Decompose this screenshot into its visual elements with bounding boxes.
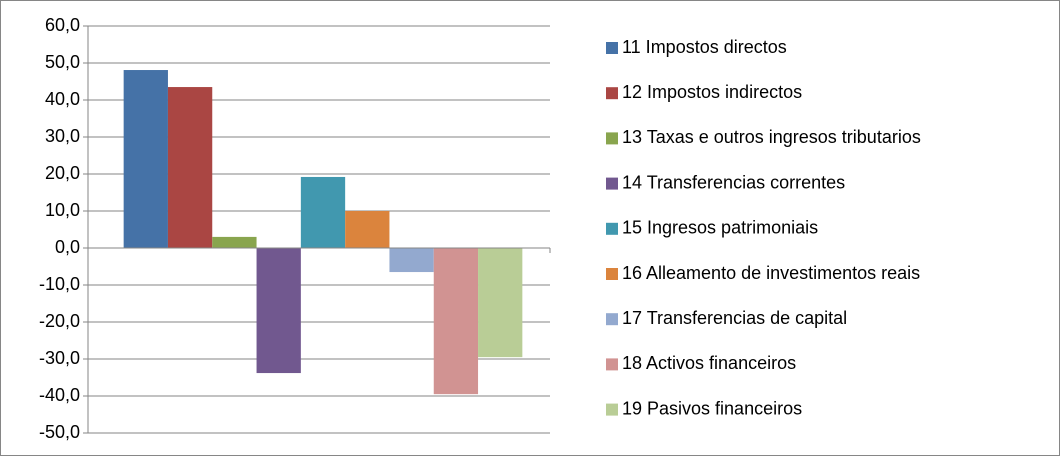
y-tick-label: -20,0 — [39, 311, 80, 331]
bar — [212, 236, 257, 248]
y-tick-label: 20,0 — [45, 163, 80, 183]
y-tick-label: 40,0 — [45, 89, 80, 109]
y-tick-label: 60,0 — [45, 15, 80, 35]
legend-label: 17 Transferencias de capital — [622, 308, 847, 328]
legend-label: 18 Activos financeiros — [622, 353, 796, 373]
y-tick-label: -50,0 — [39, 422, 80, 442]
legend-swatch — [606, 87, 618, 100]
legend-label: 11 Impostos directos — [622, 37, 787, 57]
bar — [478, 248, 523, 358]
legend-label: 16 Alleamento de investimentos reais — [622, 263, 920, 283]
y-tick-label: 30,0 — [45, 126, 80, 146]
y-tick-label: 10,0 — [45, 200, 80, 220]
legend-label: 15 Ingresos patrimoniais — [622, 218, 818, 238]
bar — [433, 248, 479, 395]
legend-swatch — [606, 132, 618, 145]
bar — [345, 211, 390, 248]
y-tick-label: 0,0 — [55, 237, 80, 257]
legend-swatch — [606, 42, 618, 54]
bar — [256, 248, 301, 374]
legend-swatch — [606, 222, 618, 235]
y-tick-label: 50,0 — [45, 52, 80, 72]
legend-label: 12 Impostos indirectos — [622, 82, 802, 102]
legend-swatch — [606, 177, 618, 190]
legend-label: 14 Transferencias correntes — [622, 172, 845, 192]
bar — [167, 87, 213, 248]
legend-swatch — [606, 313, 618, 326]
bar — [123, 70, 168, 248]
legend-label: 19 Pasivos financeiros — [622, 398, 802, 418]
legend-swatch — [606, 268, 618, 280]
legend-swatch — [606, 403, 618, 416]
bar — [300, 176, 346, 248]
y-tick-label: -40,0 — [39, 385, 80, 405]
y-tick-label: -10,0 — [39, 274, 80, 294]
bar — [389, 248, 434, 273]
legend-label: 13 Taxas e outros ingresos tributarios — [622, 127, 921, 147]
legend-swatch — [606, 358, 618, 371]
y-tick-label: -30,0 — [39, 348, 80, 368]
